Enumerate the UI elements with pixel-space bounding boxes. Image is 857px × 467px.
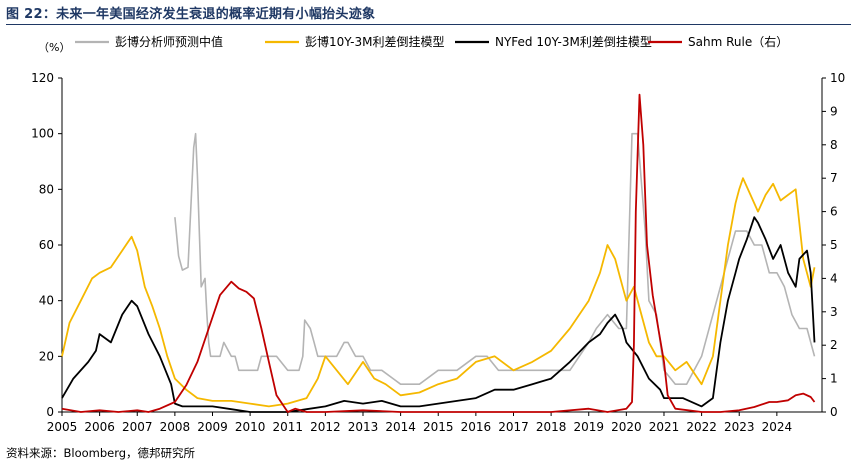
series-line-3 [61, 216, 816, 413]
x-tick-label: 2018 [536, 420, 567, 434]
line-chart: 0 20 40 60 80 100 120 0 1 2 3 4 5 6 7 8 9 10 2005 2006 2007 2… [31, 34, 845, 434]
legend-label-3: NYFed 10Y-3M利差倒挂模型 [495, 35, 652, 49]
right-tick-label: 2 [830, 338, 838, 352]
x-tick-label: 2021 [649, 420, 680, 434]
left-tick-label: 20 [39, 349, 54, 363]
legend-label-1: 彭博分析师预测中值 [115, 34, 223, 49]
chart-legend: 彭博分析师预测中值 彭博10Y-3M利差倒挂模型 NYFed 10Y-3M利差倒挂模… [75, 34, 788, 49]
right-tick-label: 7 [830, 171, 838, 185]
right-tick-label: 4 [830, 271, 838, 285]
source-note: 资料来源：Bloomberg，德邦研究所 [6, 446, 196, 460]
x-tick-label: 2020 [611, 420, 642, 434]
series-line-4 [61, 93, 816, 413]
x-tick-label: 2008 [160, 420, 191, 434]
x-tick-label: 2005 [47, 420, 78, 434]
left-tick-label: 80 [39, 182, 54, 196]
legend-label-2: 彭博10Y-3M利差倒挂模型 [305, 34, 445, 49]
x-tick-label: 2010 [235, 420, 266, 434]
left-axis-unit: （%） [38, 41, 70, 54]
right-tick-label: 6 [830, 205, 838, 219]
right-tick-label: 8 [830, 138, 838, 152]
x-tick-label: 2017 [498, 420, 529, 434]
chart-axes: 0 20 40 60 80 100 120 0 1 2 3 4 5 6 7 8 9 10 2005 2006 2007 2… [31, 71, 845, 434]
left-tick-label: 120 [31, 71, 54, 85]
chart-series [61, 93, 816, 413]
series-line-2 [61, 177, 816, 408]
right-tick-label: 10 [830, 71, 845, 85]
x-tick-label: 2009 [197, 420, 228, 434]
x-tick-label: 2011 [272, 420, 303, 434]
x-tick-label: 2023 [724, 420, 755, 434]
x-tick-label: 2016 [461, 420, 492, 434]
x-tick-label: 2006 [84, 420, 115, 434]
right-tick-label: 0 [830, 405, 838, 419]
right-tick-label: 3 [830, 305, 838, 319]
left-tick-label: 0 [46, 405, 54, 419]
x-tick-label: 2019 [573, 420, 604, 434]
x-tick-label: 2022 [686, 420, 717, 434]
title-rule [6, 24, 851, 25]
x-tick-label: 2014 [385, 420, 416, 434]
right-tick-label: 9 [830, 104, 838, 118]
left-tick-label: 60 [39, 238, 54, 252]
x-tick-label: 2012 [310, 420, 341, 434]
left-tick-label: 100 [31, 127, 54, 141]
legend-label-4: Sahm Rule（右） [688, 34, 788, 49]
x-tick-label: 2024 [762, 420, 793, 434]
figure-title: 图 22：未来一年美国经济发生衰退的概率近期有小幅抬头迹象 [6, 7, 376, 22]
x-tick-label: 2015 [423, 420, 454, 434]
series-line-1 [174, 132, 816, 386]
left-tick-label: 40 [39, 294, 54, 308]
right-tick-label: 5 [830, 238, 838, 252]
x-tick-label: 2013 [348, 420, 379, 434]
x-tick-label: 2007 [122, 420, 153, 434]
right-tick-label: 1 [830, 372, 838, 386]
